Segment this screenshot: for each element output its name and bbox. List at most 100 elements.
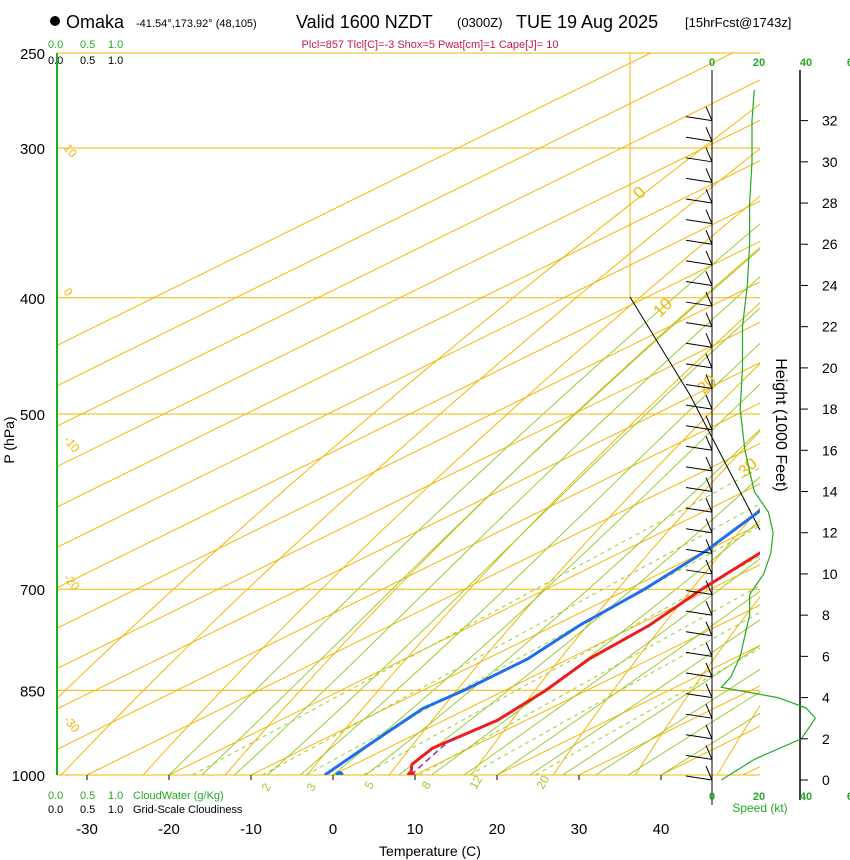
isotherm-line xyxy=(496,644,760,775)
wind-barb-feather xyxy=(705,353,713,369)
wind-barb-feather xyxy=(705,106,713,121)
wind-barb xyxy=(685,662,713,678)
height-tick-label: 28 xyxy=(822,195,838,211)
isotherm-line xyxy=(250,523,760,775)
mixing-ratio-label: 8 xyxy=(418,778,434,791)
wind-barb xyxy=(685,477,713,493)
station-coords: -41.54°,173.92° (48,105) xyxy=(136,18,257,30)
wind-barb-feather xyxy=(705,600,713,616)
moist-adiabat-line xyxy=(332,383,760,775)
mixing-ratio-label: 5 xyxy=(361,778,377,791)
wind-barb xyxy=(685,518,713,534)
temperature-tick-label: -30 xyxy=(76,821,98,838)
temperature-tick-label: -20 xyxy=(158,821,180,838)
height-tick-label: 16 xyxy=(822,442,838,458)
mixing-ratio-line xyxy=(192,467,760,775)
sounding-profiles xyxy=(323,508,760,775)
wind-barb-staff xyxy=(685,631,713,637)
dry-adiabat-line xyxy=(224,246,760,775)
wind-barb-feather xyxy=(705,374,713,389)
isotherm-line xyxy=(86,442,760,775)
height-tick-label: 8 xyxy=(822,607,830,623)
wind-barb xyxy=(685,106,713,122)
bottom-cloudwater-tick: 0.5 xyxy=(80,790,95,802)
pressure-tick-label: 400 xyxy=(20,291,45,308)
isotherm-line xyxy=(57,53,733,387)
speed-tick-label: 60 xyxy=(847,791,850,803)
wind-barb-staff xyxy=(685,260,713,266)
wind-barb-feather xyxy=(705,642,713,657)
wind-barb xyxy=(685,600,713,616)
mixing-ratio-labels: 2 3 5 8 12 20 xyxy=(258,773,552,794)
dry-adiabat-line xyxy=(634,595,760,775)
wind-barb-feather xyxy=(705,168,713,183)
top-cloudwater-tick: 1.0 xyxy=(108,39,123,51)
wind-barb-feather xyxy=(705,333,713,348)
height-tick-label: 30 xyxy=(822,154,838,170)
speed-tick-label: 40 xyxy=(800,57,812,69)
wind-barb xyxy=(685,333,713,348)
wind-barb-feather xyxy=(705,539,713,554)
speed-tick-label: 20 xyxy=(753,791,765,803)
pressure-tick-label: 1000 xyxy=(12,768,45,785)
wind-barb xyxy=(685,642,713,657)
wind-barb-staff xyxy=(685,754,713,760)
temperature-ticks: -30 -20 -10 0 10 20 30 40 xyxy=(76,775,669,838)
isotherm-label: -20 xyxy=(61,571,83,594)
wind-barb xyxy=(685,415,713,431)
bottom-cloudiness-tick: 0.5 xyxy=(80,804,95,816)
wind-barb xyxy=(685,394,713,410)
dry-adiabat-line xyxy=(388,362,760,775)
bottom-cloudwater-tick: 1.0 xyxy=(108,790,123,802)
temperature-tick-label: 10 xyxy=(407,821,424,838)
wind-barb-staff xyxy=(685,198,713,204)
wind-barb xyxy=(685,683,713,699)
moist-adiabat-line xyxy=(496,590,760,775)
wind-barb-staff xyxy=(685,528,713,534)
height-tick-label: 20 xyxy=(822,360,838,376)
utc-time: (0300Z) xyxy=(457,15,503,30)
wind-barb xyxy=(685,230,713,245)
mixing-ratio-line xyxy=(305,525,760,775)
wind-barb-feather xyxy=(705,250,713,266)
mixing-ratio-line xyxy=(469,611,760,775)
isobars xyxy=(57,52,760,776)
speed-tick-label: 0 xyxy=(709,57,715,69)
dry-adiabat-line xyxy=(60,147,760,775)
wind-barb-feather xyxy=(705,497,713,513)
mixing-ratio-line xyxy=(418,584,760,775)
mixing-ratio-label: 2 xyxy=(258,780,274,793)
wind-barb-staff xyxy=(685,383,713,389)
pressure-tick-label: 300 xyxy=(20,141,45,158)
temperature-tick-label: 0 xyxy=(329,821,337,838)
wind-barb-feather xyxy=(705,703,713,719)
height-tick-label: 24 xyxy=(822,277,838,293)
wind-barb-staff xyxy=(685,775,713,781)
pressure-tick-label: 500 xyxy=(20,407,45,424)
moist-adiabat-line xyxy=(529,619,760,775)
cloudiness-label: Grid-Scale Cloudiness xyxy=(133,804,243,816)
wind-barb-feather xyxy=(705,518,713,533)
bottom-cloud-ticks: 0.0 0.5 1.0 CloudWater (g/Kg) 0.0 0.5 1.… xyxy=(48,790,243,816)
height-tick-label: 4 xyxy=(822,690,830,706)
height-tick-label: 12 xyxy=(822,525,838,541)
speed-axis-title: Speed (kt) xyxy=(732,801,787,815)
wind-barb-feather xyxy=(705,147,713,163)
isotherm-label: 0 xyxy=(629,183,649,203)
wind-barb xyxy=(685,250,713,266)
moist-adiabat-line xyxy=(431,520,760,775)
wind-barb-staff xyxy=(685,651,713,657)
wind-barb xyxy=(685,188,713,204)
wind-barb-staff xyxy=(685,363,713,369)
height-tick-label: 2 xyxy=(822,731,830,747)
temperature-tick-label: 30 xyxy=(571,821,588,838)
temperature-tick-label: -10 xyxy=(240,821,262,838)
wind-barb-feather xyxy=(705,580,713,595)
wind-barb xyxy=(685,703,713,719)
wind-barb-staff xyxy=(685,342,713,348)
wind-barb-staff xyxy=(685,672,713,678)
wind-barb-staff xyxy=(685,301,713,307)
moist-adiabat-line xyxy=(168,223,760,775)
pressure-ticks: 250 300 400 500 700 850 1000 xyxy=(12,46,45,785)
